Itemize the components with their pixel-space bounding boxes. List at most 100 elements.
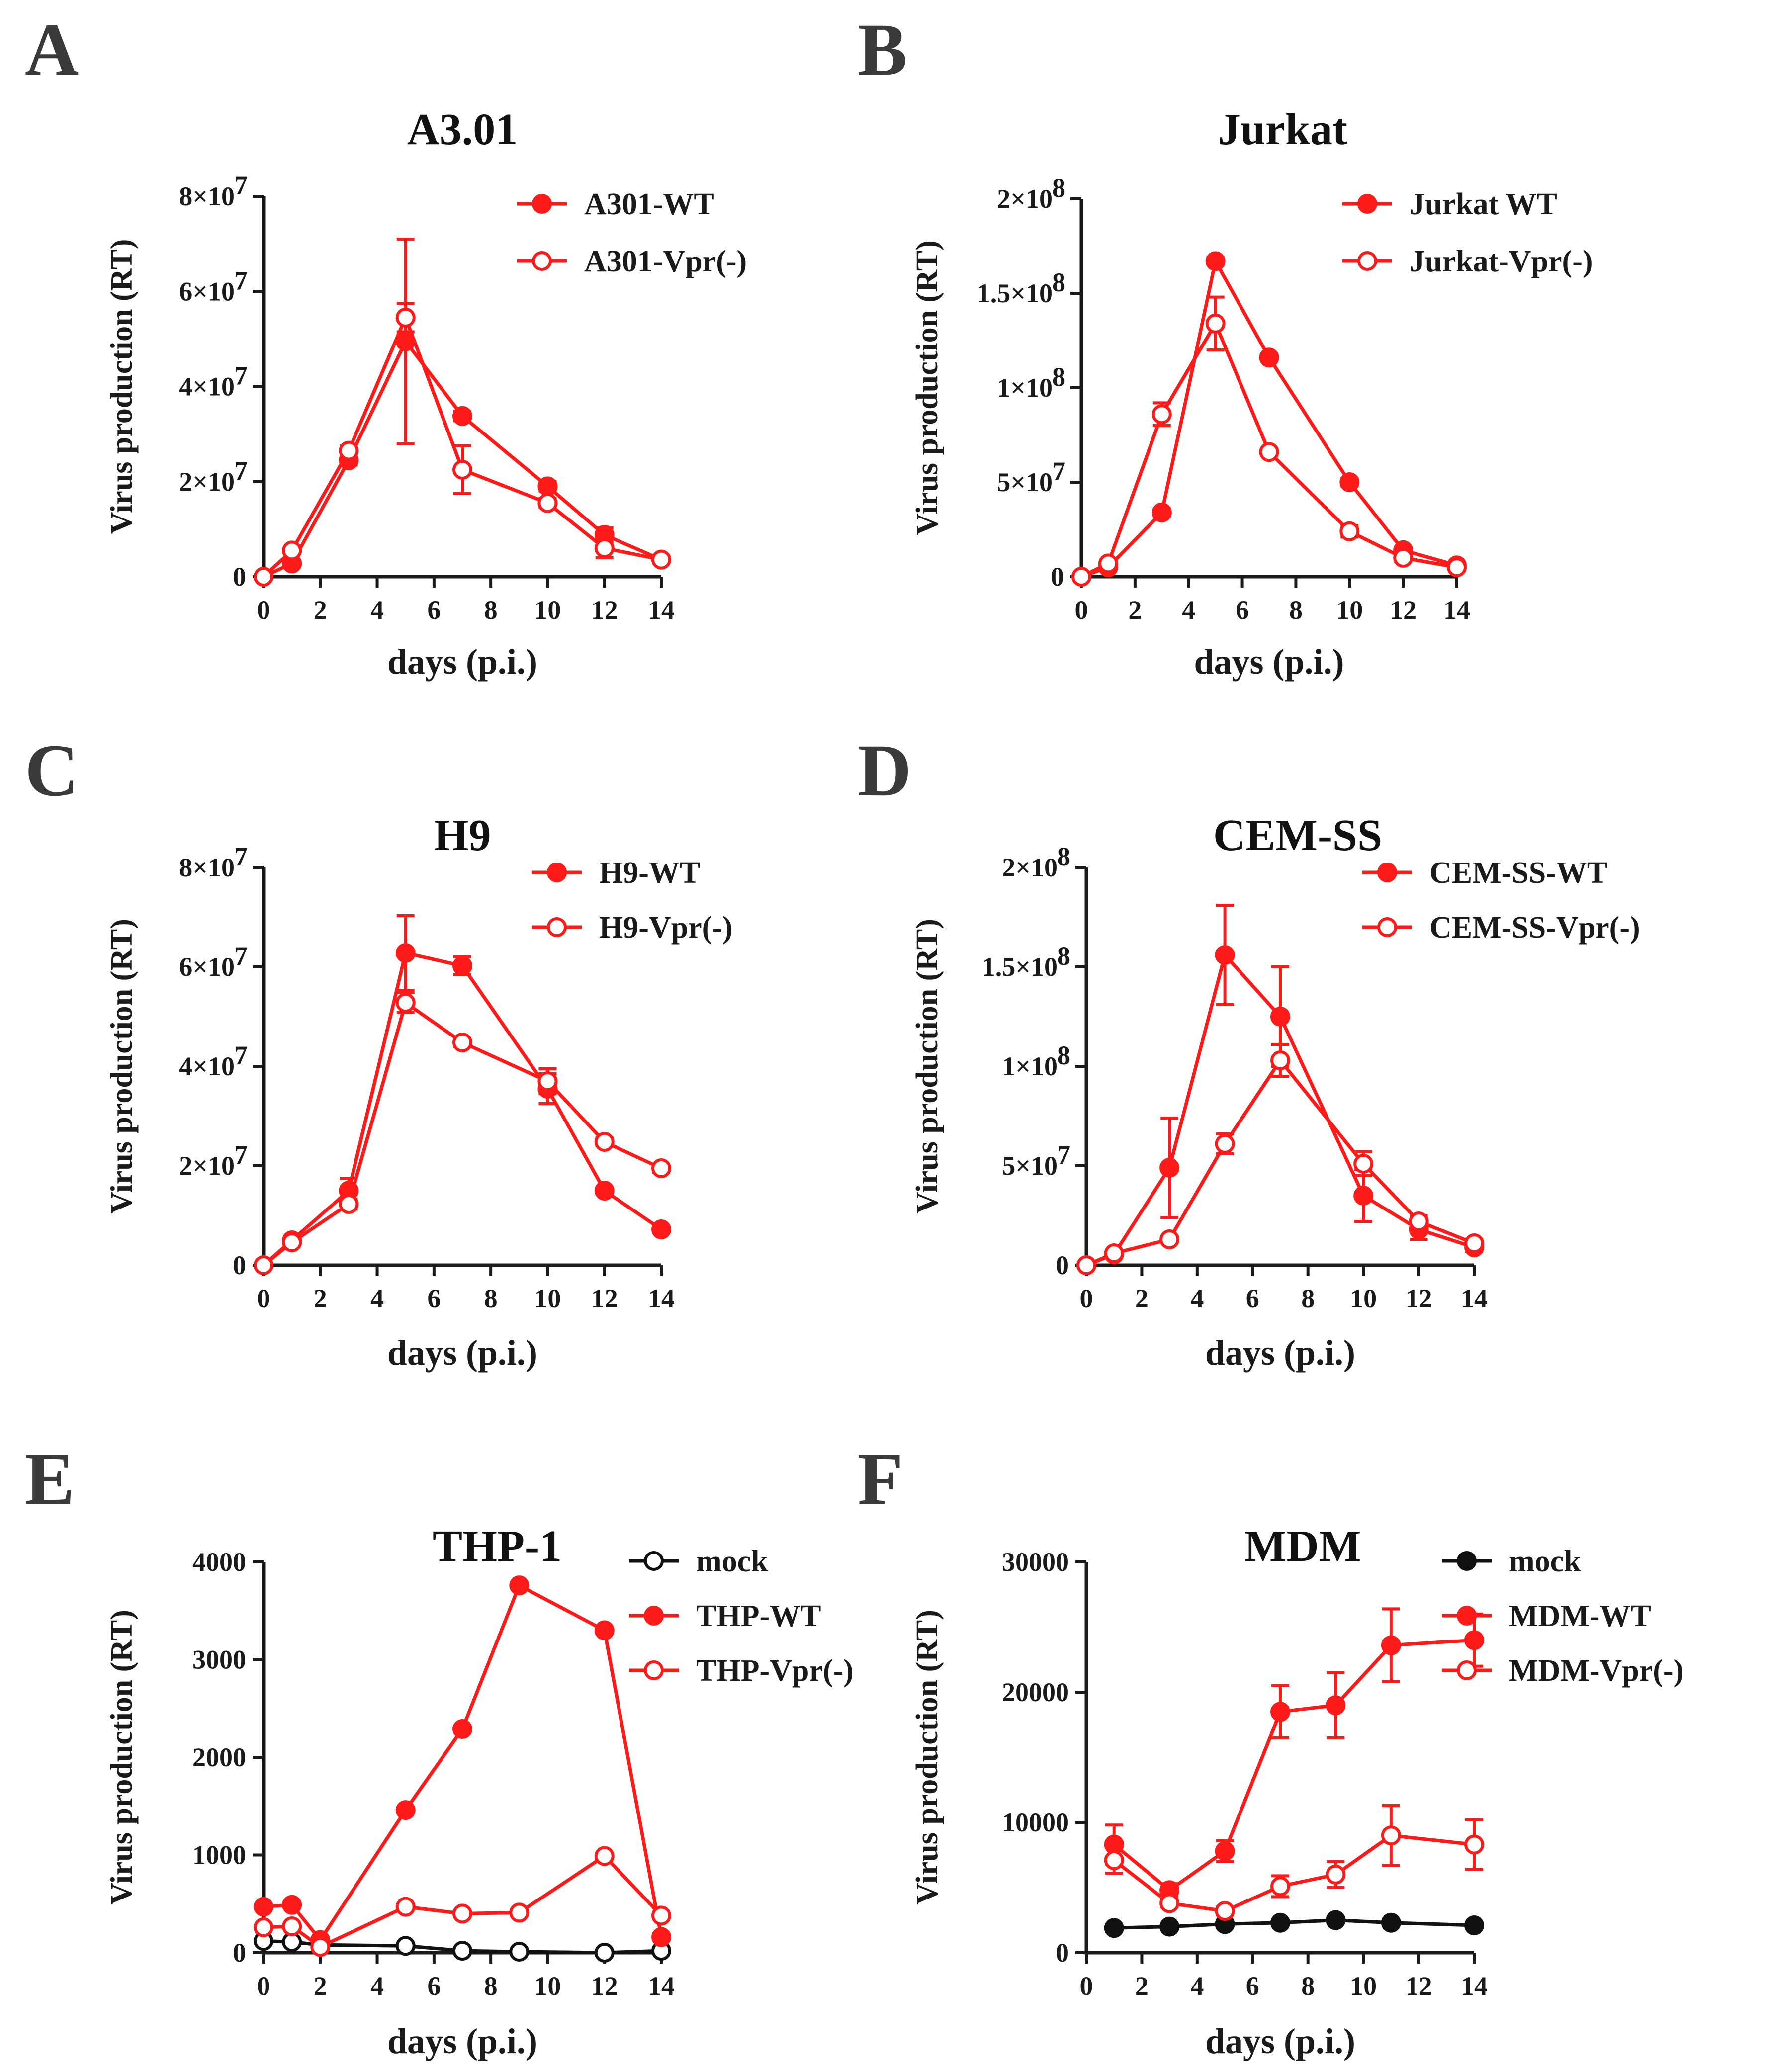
- legend-marker: [1377, 917, 1397, 937]
- legend-label: THP-WT: [696, 1599, 821, 1633]
- y-tick-exponent: 8: [1057, 1040, 1070, 1070]
- data-point: [1104, 1850, 1124, 1870]
- chart-title: Jurkat: [1218, 105, 1347, 154]
- y-tick-label: 0: [1056, 1938, 1069, 1968]
- y-axis-label: Virus production (RT): [105, 1610, 139, 1905]
- data-point: [339, 1194, 359, 1214]
- data-point: [1464, 1915, 1484, 1935]
- x-tick-label: 8: [484, 595, 498, 625]
- x-tick-label: 4: [1182, 595, 1195, 625]
- data-point: [254, 567, 273, 587]
- x-tick-label: 6: [1236, 595, 1249, 625]
- data-point: [1071, 567, 1091, 587]
- data-point: [1270, 1702, 1290, 1722]
- x-tick-label: 10: [534, 595, 561, 625]
- series-cem-ss-vpr: CEM-SS-Vpr(-): [1076, 911, 1640, 1275]
- y-axis-label: Virus production (RT): [910, 1610, 944, 1905]
- y-tick-label: 0: [233, 562, 246, 592]
- series-thp-vpr: THP-Vpr(-): [254, 1654, 854, 1957]
- data-point: [1151, 404, 1172, 425]
- data-point: [1159, 1158, 1180, 1178]
- data-point: [1104, 1243, 1124, 1263]
- x-tick-label: 12: [1390, 595, 1417, 625]
- data-point: [395, 1936, 416, 1956]
- panel-letter: D: [858, 729, 911, 812]
- y-tick-label: 0: [233, 1250, 246, 1280]
- legend-label: A301-Vpr(-): [584, 245, 747, 278]
- data-point: [1205, 313, 1226, 334]
- data-point: [537, 493, 558, 513]
- data-point: [1215, 945, 1235, 965]
- data-point: [651, 549, 671, 570]
- legend-marker: [1457, 1606, 1477, 1626]
- y-tick-exponent: 8: [1052, 173, 1065, 203]
- data-point: [594, 1181, 615, 1201]
- y-tick-label: 2×10: [179, 1151, 235, 1181]
- y-tick-label: 5×10: [1002, 1151, 1058, 1181]
- legend-label: MDM-WT: [1509, 1599, 1651, 1633]
- series-a301-vpr: A301-Vpr(-): [254, 245, 747, 587]
- y-tick-label: 20000: [1002, 1677, 1069, 1707]
- legend-marker: [644, 1606, 664, 1626]
- data-point: [1381, 1635, 1401, 1655]
- series-line: [262, 951, 662, 1267]
- panel-letter: A: [25, 8, 79, 91]
- x-tick-label: 2: [1135, 1971, 1149, 2001]
- data-point: [1205, 251, 1226, 271]
- data-point: [282, 1916, 302, 1936]
- y-tick-label: 8×10: [179, 181, 235, 211]
- series-mdm-wt: MDM-WT: [1104, 1599, 1651, 1900]
- x-tick-label: 6: [1246, 1971, 1259, 2001]
- data-point: [1270, 1007, 1290, 1027]
- data-point: [1409, 1211, 1429, 1231]
- data-point: [395, 943, 416, 963]
- data-point: [1393, 548, 1414, 568]
- x-tick-label: 4: [1190, 1284, 1204, 1313]
- y-tick-exponent: 7: [234, 1140, 248, 1170]
- chart-title: THP-1: [433, 1522, 562, 1571]
- x-tick-label: 14: [1461, 1284, 1488, 1313]
- series-jurkat-vpr: Jurkat-Vpr(-): [1071, 245, 1593, 587]
- legend-label: H9-WT: [599, 856, 700, 890]
- y-tick-exponent: 7: [234, 842, 248, 871]
- data-point: [1381, 1825, 1401, 1846]
- data-point: [594, 1132, 615, 1152]
- data-point: [452, 406, 472, 426]
- data-point: [509, 1575, 530, 1596]
- data-point: [651, 1219, 671, 1239]
- x-tick-label: 8: [484, 1284, 498, 1313]
- data-point: [395, 993, 416, 1013]
- data-point: [1447, 557, 1467, 577]
- x-tick-label: 0: [257, 595, 270, 625]
- legend-label: THP-Vpr(-): [696, 1654, 854, 1688]
- data-point: [1270, 1050, 1290, 1070]
- data-point: [1339, 472, 1360, 492]
- x-tick-label: 4: [370, 1971, 384, 2001]
- series-line: [262, 1001, 662, 1267]
- x-tick-label: 4: [370, 595, 384, 625]
- y-tick-label: 4000: [192, 1547, 246, 1577]
- legend-label: Jurkat-Vpr(-): [1410, 245, 1593, 278]
- series-mdm-vpr: MDM-Vpr(-): [1104, 1654, 1683, 1921]
- data-point: [1464, 1233, 1484, 1253]
- y-axis-label: Virus production (RT): [105, 239, 139, 534]
- x-tick-label: 8: [484, 1971, 498, 2001]
- y-tick-label: 5×10: [997, 467, 1053, 497]
- x-axis-label: days (p.i.): [387, 2021, 537, 2061]
- x-tick-label: 10: [1350, 1971, 1377, 2001]
- x-tick-label: 10: [534, 1284, 561, 1313]
- data-point: [594, 538, 615, 558]
- x-tick-label: 2: [1135, 1284, 1149, 1313]
- data-point: [1464, 1630, 1484, 1650]
- data-point: [395, 1800, 416, 1820]
- legend-marker: [532, 194, 552, 214]
- data-point: [282, 1895, 302, 1915]
- legend-marker: [644, 1660, 664, 1680]
- x-tick-label: 6: [1246, 1284, 1259, 1313]
- y-tick-exponent: 7: [1052, 456, 1065, 486]
- y-tick-label: 2000: [192, 1742, 246, 1772]
- x-tick-label: 0: [257, 1284, 270, 1313]
- y-axis-label: Virus production (RT): [910, 919, 944, 1214]
